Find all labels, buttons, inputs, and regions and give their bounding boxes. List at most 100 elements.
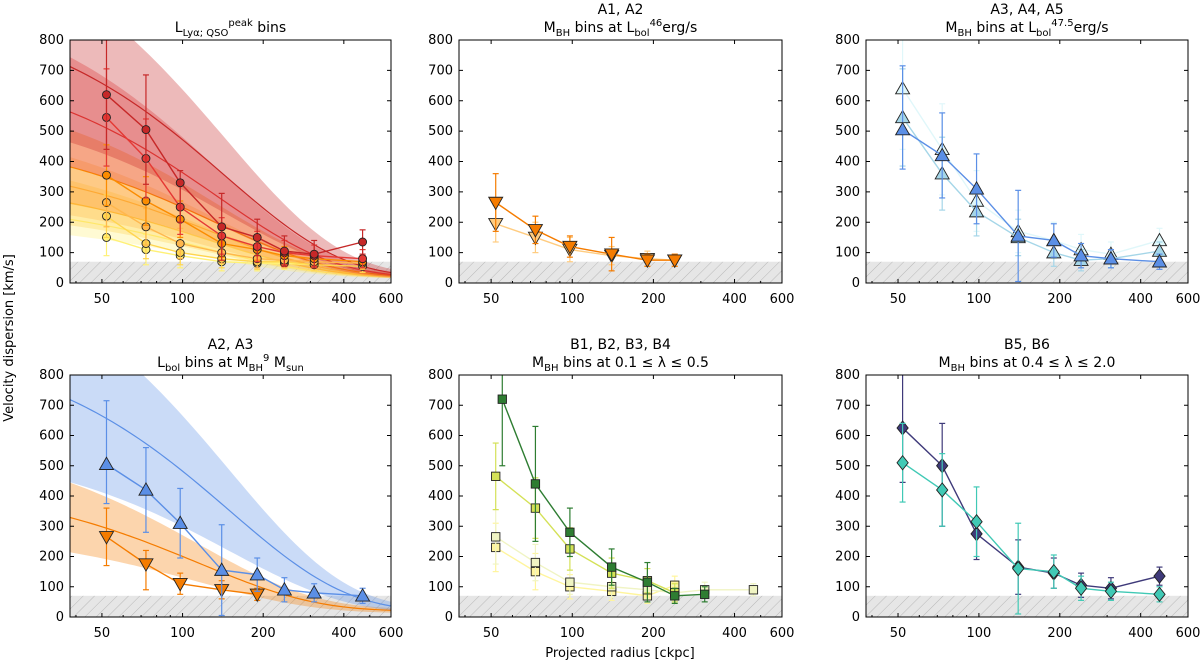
x-tick-label: 400 [1128,626,1153,641]
panel-title-line2: MBH bins at 0.4 ≤ λ ≤ 2.0 [939,355,1116,374]
y-tick-label: 600 [835,429,860,444]
y-tick-label: 500 [428,459,453,474]
model-band [70,129,391,278]
noise-floor-region [866,595,1188,617]
x-tick-label: 100 [560,626,585,641]
series-line [106,201,363,264]
model-band [70,375,391,611]
series-line [902,427,1160,589]
x-tick-label: 100 [170,626,195,641]
x-tick-label: 50 [483,292,500,307]
data-point [279,246,289,256]
data-point [138,482,154,496]
x-tick-label: 600 [379,292,404,307]
x-tick-label: 400 [722,626,747,641]
data-point [1104,583,1118,600]
data-point [98,531,115,545]
y-tick-label: 0 [56,276,64,291]
model-band [70,203,391,279]
plot-area [459,173,782,283]
data-point [530,557,541,568]
series-line [902,462,1160,596]
y-tick-label: 600 [39,94,64,109]
data-point [1103,250,1119,265]
y-tick-label: 400 [835,489,860,504]
data-point [309,249,319,259]
y-tick-label: 0 [445,610,453,625]
y-tick-label: 200 [428,550,453,565]
noise-floor-region [459,595,782,617]
y-tick-label: 100 [39,246,64,261]
y-tick-label: 200 [835,550,860,565]
y-tick-label: 100 [39,580,64,595]
series-line [495,536,754,594]
x-tick-label: 50 [890,626,907,641]
noise-floor-region [866,261,1188,283]
y-tick-label: 500 [39,459,64,474]
data-point [497,394,507,404]
data-point [1046,232,1062,247]
panel-title-line1: A1, A2 [598,2,644,18]
data-point [748,585,759,595]
y-tick-label: 800 [835,33,860,48]
data-point [138,558,154,572]
plot-area [866,375,1188,617]
panel-title-line1: A2, A3 [208,337,254,353]
y-tick-label: 200 [39,215,64,230]
x-tick-label: 50 [94,292,111,307]
y-tick-label: 500 [835,124,860,139]
y-tick-label: 400 [428,155,453,170]
data-point [603,248,620,263]
data-point [565,577,575,587]
data-point [1153,568,1166,584]
x-tick-label: 100 [560,292,585,307]
x-tick-label: 100 [966,292,991,307]
plot-area [866,40,1188,283]
data-point [1151,253,1168,268]
data-point [172,515,188,529]
data-point [306,584,322,599]
y-tick-label: 400 [39,489,64,504]
x-tick-label: 200 [641,292,666,307]
x-tick-label: 100 [966,626,991,641]
y-tick-label: 200 [835,215,860,230]
axes-frame [458,39,783,284]
model-curve [70,202,391,277]
y-tick-label: 700 [39,63,64,78]
y-tick-label: 100 [428,580,453,595]
data-point [670,591,680,601]
plot-area [70,375,391,617]
y-tick-label: 700 [835,398,860,413]
data-point [1153,586,1166,603]
data-point [249,566,266,581]
x-tick-label: 600 [770,626,795,641]
y-tick-label: 600 [39,429,64,444]
y-tick-label: 800 [835,368,860,383]
y-tick-label: 600 [428,94,453,109]
panel-title-line2: MBH bins at Lbol46erg/s [544,18,698,39]
y-tick-label: 0 [852,276,860,291]
y-tick-label: 300 [835,519,860,534]
y-tick-label: 800 [39,368,64,383]
data-point [530,479,541,489]
y-tick-label: 600 [835,94,860,109]
chart-panel-3: 0 100 200 300 400 500 600 700 800 50 100 200 400 600 A… [835,2,1200,307]
y-axis-label: Velocity dispersion [km/s] [2,254,17,422]
data-point [1047,563,1060,580]
series-line [105,116,363,260]
model-curve [70,111,391,275]
model-curve [70,399,391,607]
data-point [354,587,371,602]
x-tick-label: 50 [94,626,111,641]
data-point [639,254,656,269]
panel-title-line2: MBH bins at 0.1 ≤ λ ≤ 0.5 [532,355,709,374]
x-tick-label: 400 [331,292,356,307]
model-curve [70,516,391,611]
model-band [70,482,391,613]
chart-panel-6: 0 100 200 300 400 500 600 700 800 50 100 200 400 600 B… [835,337,1200,641]
y-tick-label: 300 [428,519,453,534]
x-tick-label: 200 [251,626,276,641]
data-point [175,178,185,188]
y-tick-label: 400 [39,155,64,170]
plot-area [70,40,391,283]
